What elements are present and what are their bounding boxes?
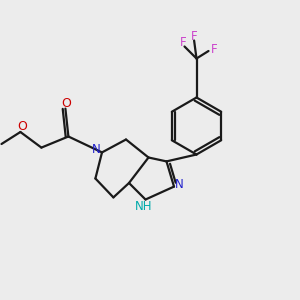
Text: F: F [180,36,186,50]
Text: NH: NH [135,200,153,213]
Text: F: F [211,43,217,56]
Text: N: N [92,143,101,156]
Text: N: N [175,178,184,191]
Text: F: F [191,30,197,44]
Text: O: O [61,97,71,110]
Text: O: O [17,119,27,133]
